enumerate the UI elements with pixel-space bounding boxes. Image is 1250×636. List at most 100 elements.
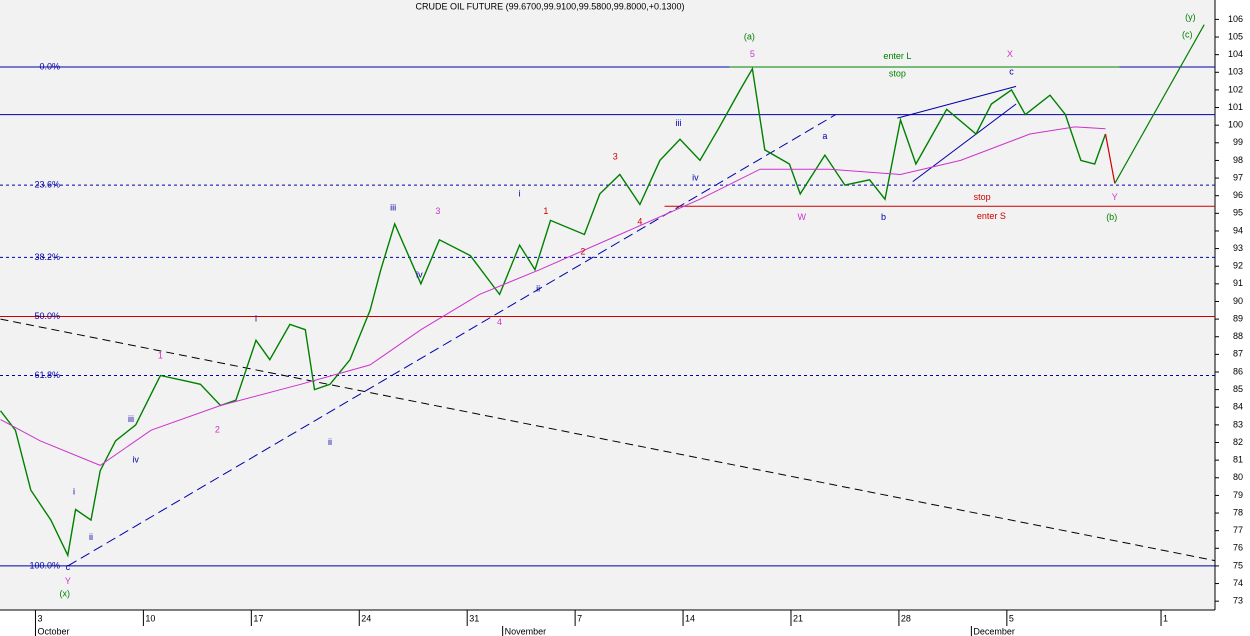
- wave-label: 1: [543, 206, 548, 216]
- wave-label: i: [73, 486, 75, 496]
- y-tick-label: 86: [1233, 366, 1243, 376]
- trend-line: [897, 85, 1017, 119]
- month-label: October: [37, 626, 69, 636]
- y-tick-label: 104: [1228, 49, 1243, 59]
- y-tick-label: 99: [1233, 137, 1243, 147]
- y-tick-label: 85: [1233, 384, 1243, 394]
- y-tick-label: 92: [1233, 261, 1243, 271]
- wave-label: enter L: [883, 51, 911, 61]
- x-tick-label: 14: [685, 613, 695, 623]
- y-tick-label: 83: [1233, 419, 1243, 429]
- wave-label: stop: [974, 192, 991, 202]
- wave-label: ii: [328, 437, 332, 447]
- wave-label: c: [66, 562, 71, 572]
- y-tick-label: 94: [1233, 225, 1243, 235]
- y-tick-label: 78: [1233, 507, 1243, 517]
- fib-label: 38.2%: [34, 252, 60, 262]
- y-tick-label: 97: [1233, 172, 1243, 182]
- wave-label: W: [798, 212, 807, 222]
- fib-label: 100.0%: [29, 560, 60, 570]
- chart-title: CRUDE OIL FUTURE (99.6700,99.9100,99.580…: [415, 1, 684, 11]
- x-tick-label: 24: [361, 613, 371, 623]
- wave-label: ii: [536, 284, 540, 294]
- y-tick-label: 106: [1228, 14, 1243, 24]
- wave-label: (x): [60, 589, 71, 599]
- wave-label: i: [255, 313, 257, 323]
- y-tick-label: 80: [1233, 472, 1243, 482]
- x-tick-label: 17: [253, 613, 263, 623]
- y-tick-label: 101: [1228, 102, 1243, 112]
- trend-line: [912, 103, 1017, 182]
- wave-label: 4: [637, 217, 642, 227]
- wave-label: 1: [158, 351, 163, 361]
- wave-label: (y): [1185, 12, 1196, 22]
- x-tick-label: 5: [1009, 613, 1014, 623]
- series-line: [0, 66, 1107, 558]
- month-label: December: [973, 626, 1015, 636]
- x-tick-label: 28: [901, 613, 911, 623]
- wave-label: 2: [580, 246, 585, 256]
- series-line: [0, 126, 1106, 466]
- wave-label: iv: [132, 455, 139, 465]
- wave-label: (c): [1182, 30, 1193, 40]
- y-tick-label: 87: [1233, 349, 1243, 359]
- y-tick-label: 93: [1233, 243, 1243, 253]
- wave-label: iii: [128, 414, 134, 424]
- wave-label: a: [822, 131, 827, 141]
- y-tick-label: 88: [1233, 331, 1243, 341]
- y-tick-label: 84: [1233, 402, 1243, 412]
- y-tick-label: 105: [1228, 31, 1243, 41]
- wave-label: i: [519, 188, 521, 198]
- wave-label: iv: [692, 172, 699, 182]
- wave-label: (b): [1106, 212, 1117, 222]
- wave-label: iii: [390, 202, 396, 212]
- wave-label: b: [881, 212, 886, 222]
- wave-label: X: [1007, 49, 1013, 59]
- y-tick-label: 81: [1233, 455, 1243, 465]
- trend-line: [0, 318, 1216, 562]
- x-tick-label: 31: [469, 613, 479, 623]
- y-tick-label: 95: [1233, 208, 1243, 218]
- wave-label: c: [1009, 67, 1014, 77]
- wave-label: iv: [416, 269, 423, 279]
- wave-label: stop: [889, 68, 906, 78]
- wave-label: 3: [613, 151, 618, 161]
- x-axis-background: [0, 610, 1250, 636]
- x-tick-label: 10: [145, 613, 155, 623]
- wave-label: Y: [1112, 192, 1118, 202]
- fib-label: 50.0%: [34, 311, 60, 321]
- y-tick-label: 102: [1228, 84, 1243, 94]
- y-tick-label: 82: [1233, 437, 1243, 447]
- y-tick-label: 76: [1233, 543, 1243, 553]
- y-tick-label: 98: [1233, 155, 1243, 165]
- wave-label: enter S: [977, 211, 1006, 221]
- fib-label: 0.0%: [39, 61, 60, 71]
- fib-label: 23.6%: [34, 179, 60, 189]
- x-tick-label: 3: [37, 613, 42, 623]
- plot-background: [0, 0, 1215, 610]
- wave-label: iii: [675, 118, 681, 128]
- y-tick-label: 74: [1233, 578, 1243, 588]
- wave-label: 5: [750, 49, 755, 59]
- y-tick-label: 100: [1228, 120, 1243, 130]
- y-tick-label: 89: [1233, 313, 1243, 323]
- month-label: November: [505, 626, 547, 636]
- wave-label: 2: [215, 425, 220, 435]
- series-line: [1114, 24, 1205, 184]
- y-tick-label: 79: [1233, 490, 1243, 500]
- y-tick-label: 103: [1228, 67, 1243, 77]
- x-tick-label: 7: [577, 613, 582, 623]
- y-tick-label: 90: [1233, 296, 1243, 306]
- fib-label: 61.8%: [34, 370, 60, 380]
- trend-line: [67, 114, 836, 567]
- y-tick-label: 96: [1233, 190, 1243, 200]
- wave-label: Y: [65, 576, 71, 586]
- x-tick-label: 1: [1163, 613, 1168, 623]
- wave-label: 4: [497, 317, 502, 327]
- y-tick-label: 77: [1233, 525, 1243, 535]
- y-tick-label: 73: [1233, 596, 1243, 606]
- wave-label: (a): [744, 31, 755, 41]
- y-tick-label: 91: [1233, 278, 1243, 288]
